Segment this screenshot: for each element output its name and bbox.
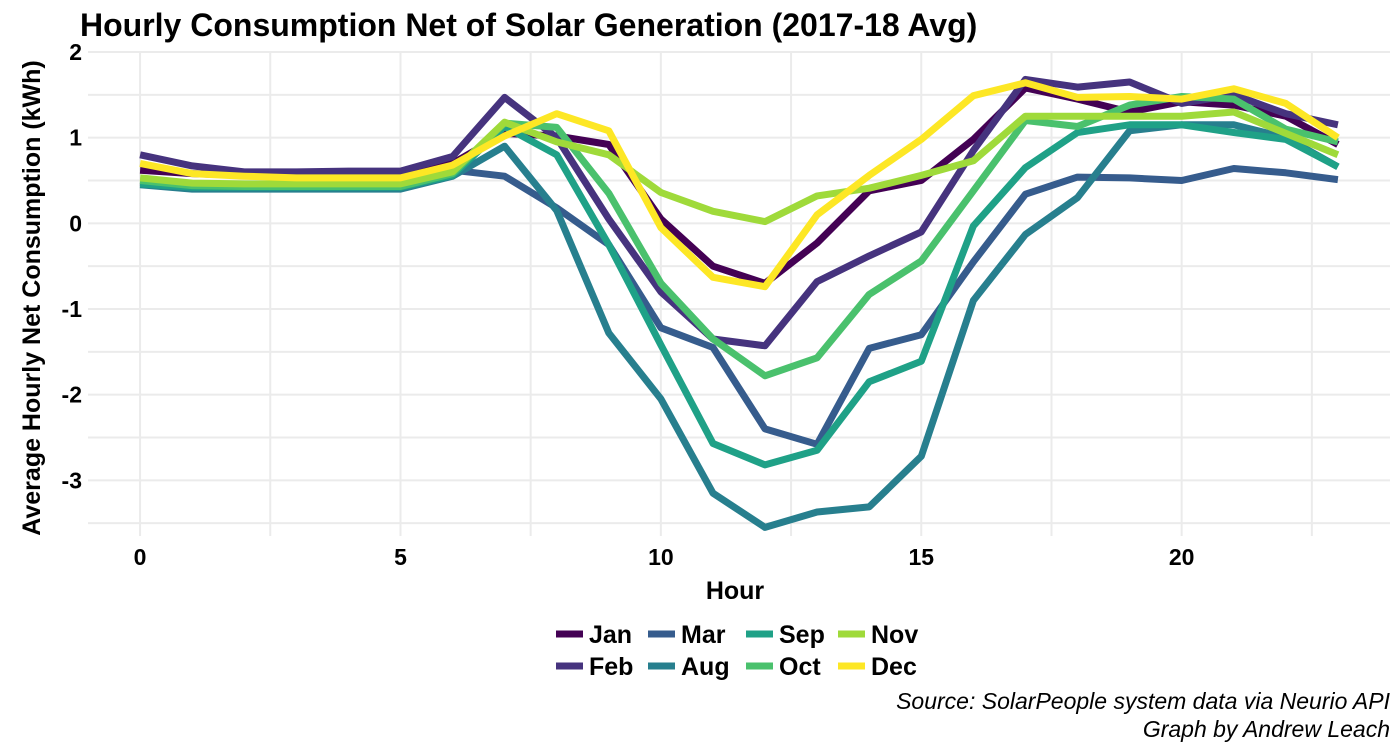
series-line-mar: [139, 165, 1339, 448]
y-tick-label: 2: [69, 39, 82, 65]
x-tick-label: 5: [394, 544, 407, 570]
y-tick-label: 0: [69, 210, 82, 236]
series-line-dec: [139, 79, 1340, 291]
x-axis-title: Hour: [706, 577, 765, 605]
legend: Jan Feb Mar Aug Sep Oct Nov Dec: [556, 621, 918, 681]
y-tick-label: -3: [62, 467, 82, 493]
y-tick-label: -2: [62, 382, 82, 408]
legend-label-nov: Nov: [871, 621, 918, 649]
legend-label-oct: Oct: [779, 653, 821, 681]
x-tick-label: 10: [648, 544, 674, 570]
x-tick-label: 15: [908, 544, 934, 570]
series-line-nov: [139, 108, 1340, 226]
legend-label-feb: Feb: [589, 653, 633, 681]
series-line-feb: [139, 75, 1339, 350]
legend-label-sep: Sep: [779, 621, 825, 649]
legend-label-aug: Aug: [681, 653, 730, 681]
caption-source: Source: SolarPeople system data via Neur…: [896, 688, 1391, 714]
series-lines: [139, 75, 1340, 531]
legend-label-jan: Jan: [589, 621, 632, 649]
legend-label-mar: Mar: [681, 621, 726, 649]
y-tick-label: -1: [62, 296, 83, 322]
chart-title: Hourly Consumption Net of Solar Generati…: [80, 7, 977, 43]
x-tick-label: 20: [1169, 544, 1195, 570]
y-tick-label: 1: [69, 125, 82, 151]
x-tick-label: 0: [134, 544, 147, 570]
legend-label-dec: Dec: [871, 653, 917, 681]
x-axis-ticks: 0 5 10 15 20: [134, 544, 1195, 570]
y-axis-title: Average Hourly Net Consumption (kWh): [18, 60, 46, 536]
gridlines: [88, 51, 1390, 536]
y-axis-ticks: 2 1 0 -1 -2 -3: [62, 39, 83, 493]
caption-author: Graph by Andrew Leach: [1143, 716, 1390, 742]
